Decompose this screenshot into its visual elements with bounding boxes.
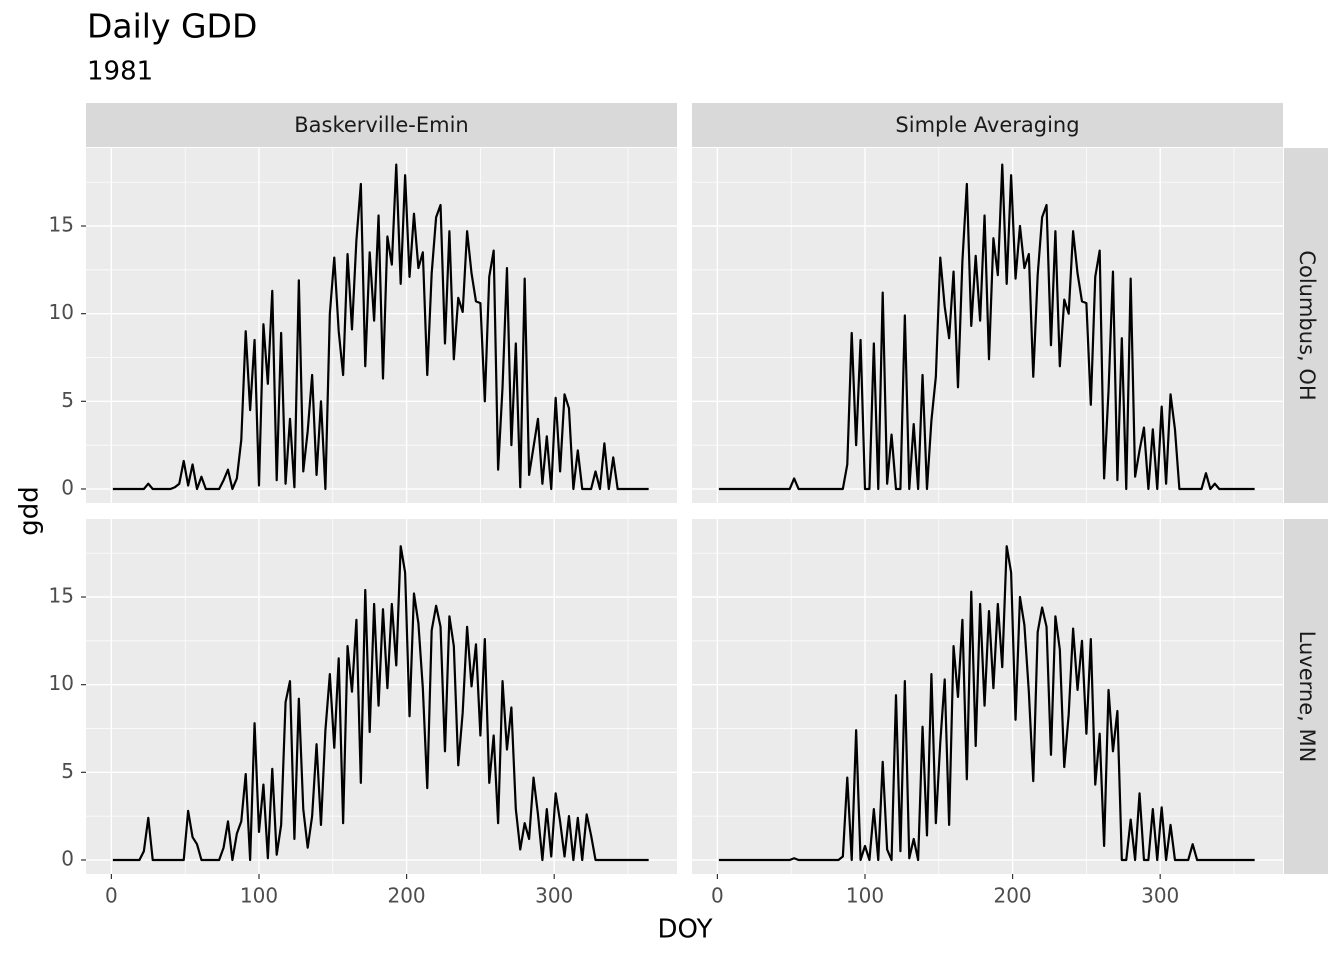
data-line (112, 163, 649, 491)
y-tick-label: 15 (49, 213, 74, 237)
chart-title: Daily GDD (87, 7, 257, 46)
y-axis-label: gdd (15, 486, 45, 536)
strip-label: Baskerville-Emin (294, 113, 468, 137)
panel-background (692, 519, 1283, 874)
strip-background (86, 103, 677, 147)
x-tick-label: 300 (1141, 884, 1179, 908)
data-line (112, 545, 649, 862)
strip-background (1284, 519, 1328, 874)
panel-background (86, 519, 677, 874)
y-tick-label: 5 (61, 388, 74, 412)
x-tick-label: 200 (993, 884, 1031, 908)
strip-label: Luverne, MN (1295, 631, 1319, 763)
data-line (718, 545, 1255, 862)
y-tick-label: 15 (49, 584, 74, 608)
x-axis-label: DOY (658, 915, 713, 945)
x-tick-label: 200 (387, 884, 425, 908)
y-tick-label: 5 (61, 759, 74, 783)
strip-background (1284, 148, 1328, 503)
y-tick-label: 0 (61, 846, 74, 870)
x-tick-label: 100 (846, 884, 884, 908)
strip-label: Columbus, OH (1295, 250, 1319, 400)
x-tick-label: 100 (240, 884, 278, 908)
chart-subtitle: 1981 (87, 57, 153, 87)
y-tick-label: 0 (61, 475, 74, 499)
x-tick-label: 300 (535, 884, 573, 908)
data-line (718, 163, 1255, 491)
x-tick-label: 0 (105, 884, 118, 908)
x-tick-label: 0 (711, 884, 724, 908)
strip-label: Simple Averaging (895, 113, 1079, 137)
y-tick-label: 10 (49, 300, 74, 324)
strip-background (692, 103, 1283, 147)
y-tick-label: 10 (49, 671, 74, 695)
